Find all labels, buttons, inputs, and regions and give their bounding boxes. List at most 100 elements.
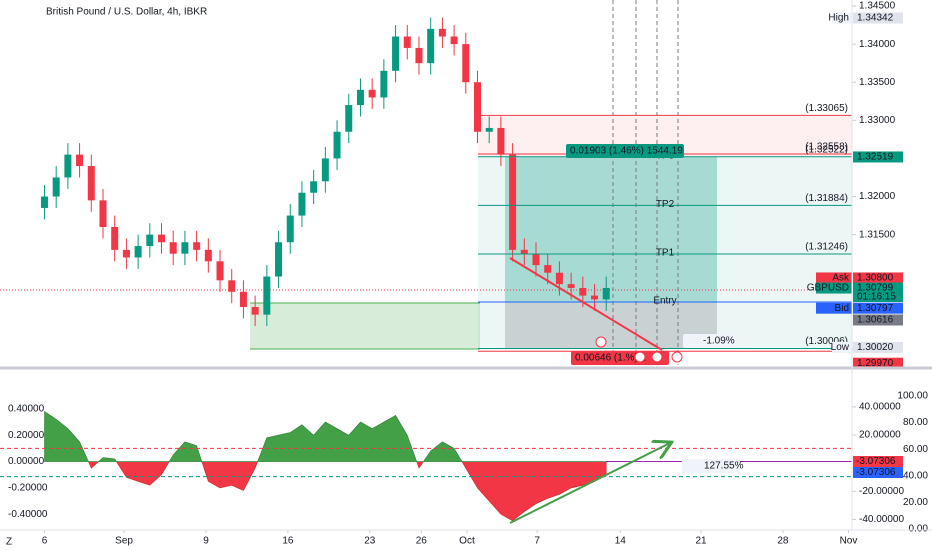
- event-icon[interactable]: [671, 351, 683, 363]
- price-tag: [853, 357, 903, 369]
- osc-price-tag: [853, 466, 903, 478]
- y3-tick-label: 0.00: [909, 524, 929, 535]
- price-tag-name: Bid: [835, 303, 849, 314]
- candle-body: [415, 47, 423, 64]
- candle-body: [310, 181, 318, 193]
- candle-body: [450, 36, 458, 45]
- price-tag-label: 1.30616: [857, 315, 894, 326]
- candle-body: [181, 242, 189, 254]
- candle-body: [462, 44, 470, 83]
- candle-body: [216, 261, 224, 281]
- candle-body: [473, 82, 481, 132]
- level-label: (1.30006): [805, 336, 848, 347]
- osc-y-tick-label: -0.40000: [8, 509, 48, 520]
- candle-body: [403, 36, 411, 48]
- candle-body: [76, 154, 84, 167]
- price-tag-name: Low: [831, 342, 850, 353]
- price-tag: [853, 12, 903, 24]
- x-tick-label: 23: [364, 536, 376, 547]
- x-tick-label: 9: [203, 536, 209, 547]
- x-tick-label: 14: [615, 536, 627, 547]
- y3-tick-label: 80.00: [903, 417, 928, 428]
- candle-body: [193, 242, 201, 250]
- candle-body: [146, 234, 154, 247]
- candle-body: [158, 234, 166, 243]
- price-tag: [853, 314, 903, 326]
- price-tag-name-bg: [832, 12, 852, 24]
- level-label: (1.32558): [805, 142, 848, 153]
- candle-body: [251, 307, 259, 315]
- annotation-bg: [683, 334, 738, 348]
- y2-tick-label: -40.00000: [859, 514, 904, 525]
- candle-body: [579, 287, 587, 296]
- drawings: [0, 0, 852, 365]
- y2-tick-label: -20.00000: [859, 486, 904, 497]
- candle-body: [520, 249, 528, 254]
- price-tag: [853, 282, 903, 294]
- price-tag: [853, 302, 903, 314]
- annotation-bg: [566, 144, 684, 158]
- price-tag-label: 1.34342: [857, 13, 894, 24]
- y-tick-label: 1.34500: [859, 1, 896, 12]
- candle-body: [591, 295, 599, 300]
- price-tag-label: 1.30020: [857, 342, 894, 353]
- candle-body: [321, 158, 329, 182]
- candle-body: [427, 28, 435, 64]
- y2-tick-label: 40.00000: [859, 402, 901, 413]
- price-tag-label: 1.30797: [857, 303, 894, 314]
- y-tick-label: 1.33000: [859, 115, 896, 126]
- trend-arrow: [509, 443, 670, 524]
- candle-body: [99, 200, 107, 228]
- candle-body: [602, 287, 610, 300]
- event-icon[interactable]: [634, 351, 646, 363]
- level-name: TP2: [656, 199, 675, 210]
- level-name: Entry: [653, 296, 676, 307]
- price-tag-name: GBPUSD: [807, 283, 849, 294]
- annotation-bg: [682, 459, 740, 473]
- x-tick-label: 16: [282, 536, 294, 547]
- x-tick-label: 28: [777, 536, 789, 547]
- overlay: [509, 257, 683, 524]
- price-tag-name-bg: [816, 272, 852, 284]
- y-tick-label: 1.31500: [859, 229, 896, 240]
- candle-body: [544, 265, 552, 273]
- annotation: 127.55%: [704, 461, 744, 472]
- level-label: (1.31884): [805, 193, 848, 204]
- candle-body: [111, 227, 119, 250]
- x-tick-label: Oct: [459, 536, 475, 547]
- level-label: (1.32522): [805, 144, 848, 155]
- price-tag-name-bg: [816, 302, 852, 314]
- level-name: TP1: [656, 248, 675, 259]
- price-tag-label: 1.29970: [857, 358, 894, 369]
- annotation: 0.01903 (1.46%) 1544.19: [570, 146, 683, 157]
- countdown: 01:16:15: [857, 292, 896, 303]
- candle-body: [64, 154, 72, 178]
- osc-price-tag-label: -3.07306: [856, 456, 896, 467]
- trend-line: [509, 257, 663, 351]
- candle-body: [87, 166, 95, 201]
- candle-body: [438, 28, 446, 37]
- x-tick-label: Sep: [115, 536, 133, 547]
- event-icon[interactable]: [651, 351, 663, 363]
- candle-body: [356, 89, 364, 106]
- long-zone: [250, 303, 480, 349]
- price-tag-label: 1.30799: [857, 283, 894, 294]
- candle-body: [275, 242, 283, 277]
- x-tick-label: 26: [416, 536, 428, 547]
- icon-z[interactable]: Z: [6, 537, 12, 548]
- annotation: 0.00646 (1.%) 1: [575, 353, 647, 364]
- event-icon[interactable]: [595, 336, 607, 348]
- candle-body: [333, 131, 341, 159]
- level-label: (1.31246): [805, 242, 848, 253]
- candle-body: [497, 127, 505, 155]
- candle-body: [392, 36, 400, 71]
- osc-price-tag: [853, 455, 903, 467]
- candle-body: [567, 284, 575, 288]
- x-tick-label: 7: [534, 536, 540, 547]
- candle-body: [228, 280, 236, 292]
- osc-area-up: [44, 410, 607, 462]
- candle-body: [368, 89, 376, 98]
- price-tag-label: 1.30800: [857, 273, 894, 284]
- osc-price-tag-label: -3.07306: [856, 467, 896, 478]
